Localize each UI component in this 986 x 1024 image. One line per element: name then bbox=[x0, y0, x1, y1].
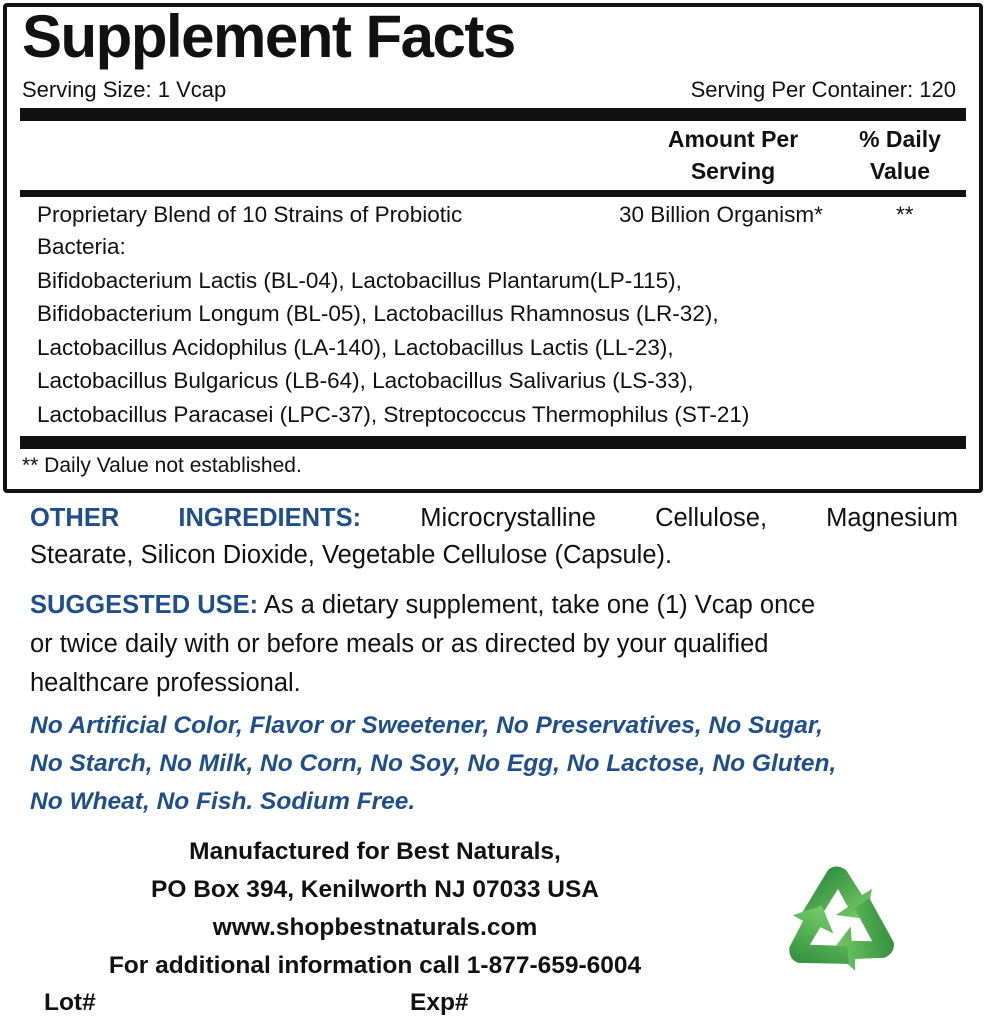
suggested-use-line: or twice daily with or before meals or a… bbox=[30, 630, 769, 658]
footnote: ** Daily Value not established. bbox=[22, 454, 302, 477]
header-line: Serving bbox=[690, 158, 776, 184]
suggested-use-label: SUGGESTED USE: bbox=[30, 591, 259, 619]
divider bbox=[20, 190, 966, 197]
strain-line: Bifidobacterium Lactis (BL-04), Lactobac… bbox=[37, 268, 682, 293]
strain-line: Lactobacillus Paracasei (LPC-37), Strept… bbox=[37, 402, 750, 427]
daily-value-header: % Daily Value bbox=[840, 123, 960, 187]
lot-label: Lot# bbox=[44, 989, 96, 1016]
other-ingredients-line: OTHER INGREDIENTS: Microcrystalline Cell… bbox=[30, 500, 958, 537]
panel-title: Supplement Facts bbox=[22, 3, 516, 70]
exp-label: Exp# bbox=[410, 989, 469, 1016]
phone-line: For additional information call 1-877-65… bbox=[108, 952, 642, 979]
thick-divider bbox=[20, 108, 966, 121]
other-ingredients-text: Microcrystalline Cellulose, Magnesium bbox=[420, 504, 958, 532]
servings-per-container: Serving Per Container: 120 bbox=[690, 77, 956, 102]
supplement-facts-panel bbox=[3, 3, 983, 493]
strain-line: Lactobacillus Acidophilus (LA-140), Lact… bbox=[37, 335, 674, 360]
suggested-use-line: SUGGESTED USE: As a dietary supplement, … bbox=[30, 586, 958, 625]
serving-size: Serving Size: 1 Vcap bbox=[22, 77, 227, 102]
blend-daily-value: ** bbox=[896, 202, 914, 227]
blend-amount: 30 Billion Organism* bbox=[619, 202, 823, 227]
recycle-icon bbox=[773, 866, 910, 988]
suggested-use: SUGGESTED USE: As a dietary supplement, … bbox=[30, 586, 958, 703]
header-line: Value bbox=[869, 158, 931, 184]
header-line: % Daily bbox=[859, 126, 941, 152]
thick-divider bbox=[20, 436, 966, 449]
suggested-use-line: healthcare professional. bbox=[30, 669, 301, 697]
claim-line: No Artificial Color, Flavor or Sweetener… bbox=[30, 712, 823, 739]
claim-line: No Wheat, No Fish. Sodium Free. bbox=[30, 788, 416, 815]
free-from-claims: No Artificial Color, Flavor or Sweetener… bbox=[30, 707, 958, 821]
blend-name-cont: Bacteria: bbox=[37, 234, 126, 259]
other-ingredients-label: OTHER INGREDIENTS: bbox=[30, 504, 362, 532]
strain-line: Lactobacillus Bulgaricus (LB-64), Lactob… bbox=[37, 368, 694, 393]
manufacturer-address: PO Box 394, Kenilworth NJ 07033 USA bbox=[151, 876, 599, 903]
strain-line: Bifidobacterium Longum (BL-05), Lactobac… bbox=[37, 301, 719, 326]
claim-line: No Starch, No Milk, No Corn, No Soy, No … bbox=[30, 750, 837, 777]
manufacturer-line: Manufactured for Best Naturals, bbox=[189, 838, 561, 865]
other-ingredients-line: Stearate, Silicon Dioxide, Vegetable Cel… bbox=[30, 541, 673, 569]
website: www.shopbestnaturals.com bbox=[212, 914, 538, 941]
header-line: Amount Per bbox=[667, 126, 799, 152]
blend-name: Proprietary Blend of 10 Strains of Probi… bbox=[37, 202, 463, 227]
suggested-use-text: As a dietary supplement, take one (1) Vc… bbox=[263, 591, 816, 619]
other-ingredients: OTHER INGREDIENTS: Microcrystalline Cell… bbox=[30, 500, 958, 574]
amount-per-serving-header: Amount Per Serving bbox=[648, 123, 818, 187]
